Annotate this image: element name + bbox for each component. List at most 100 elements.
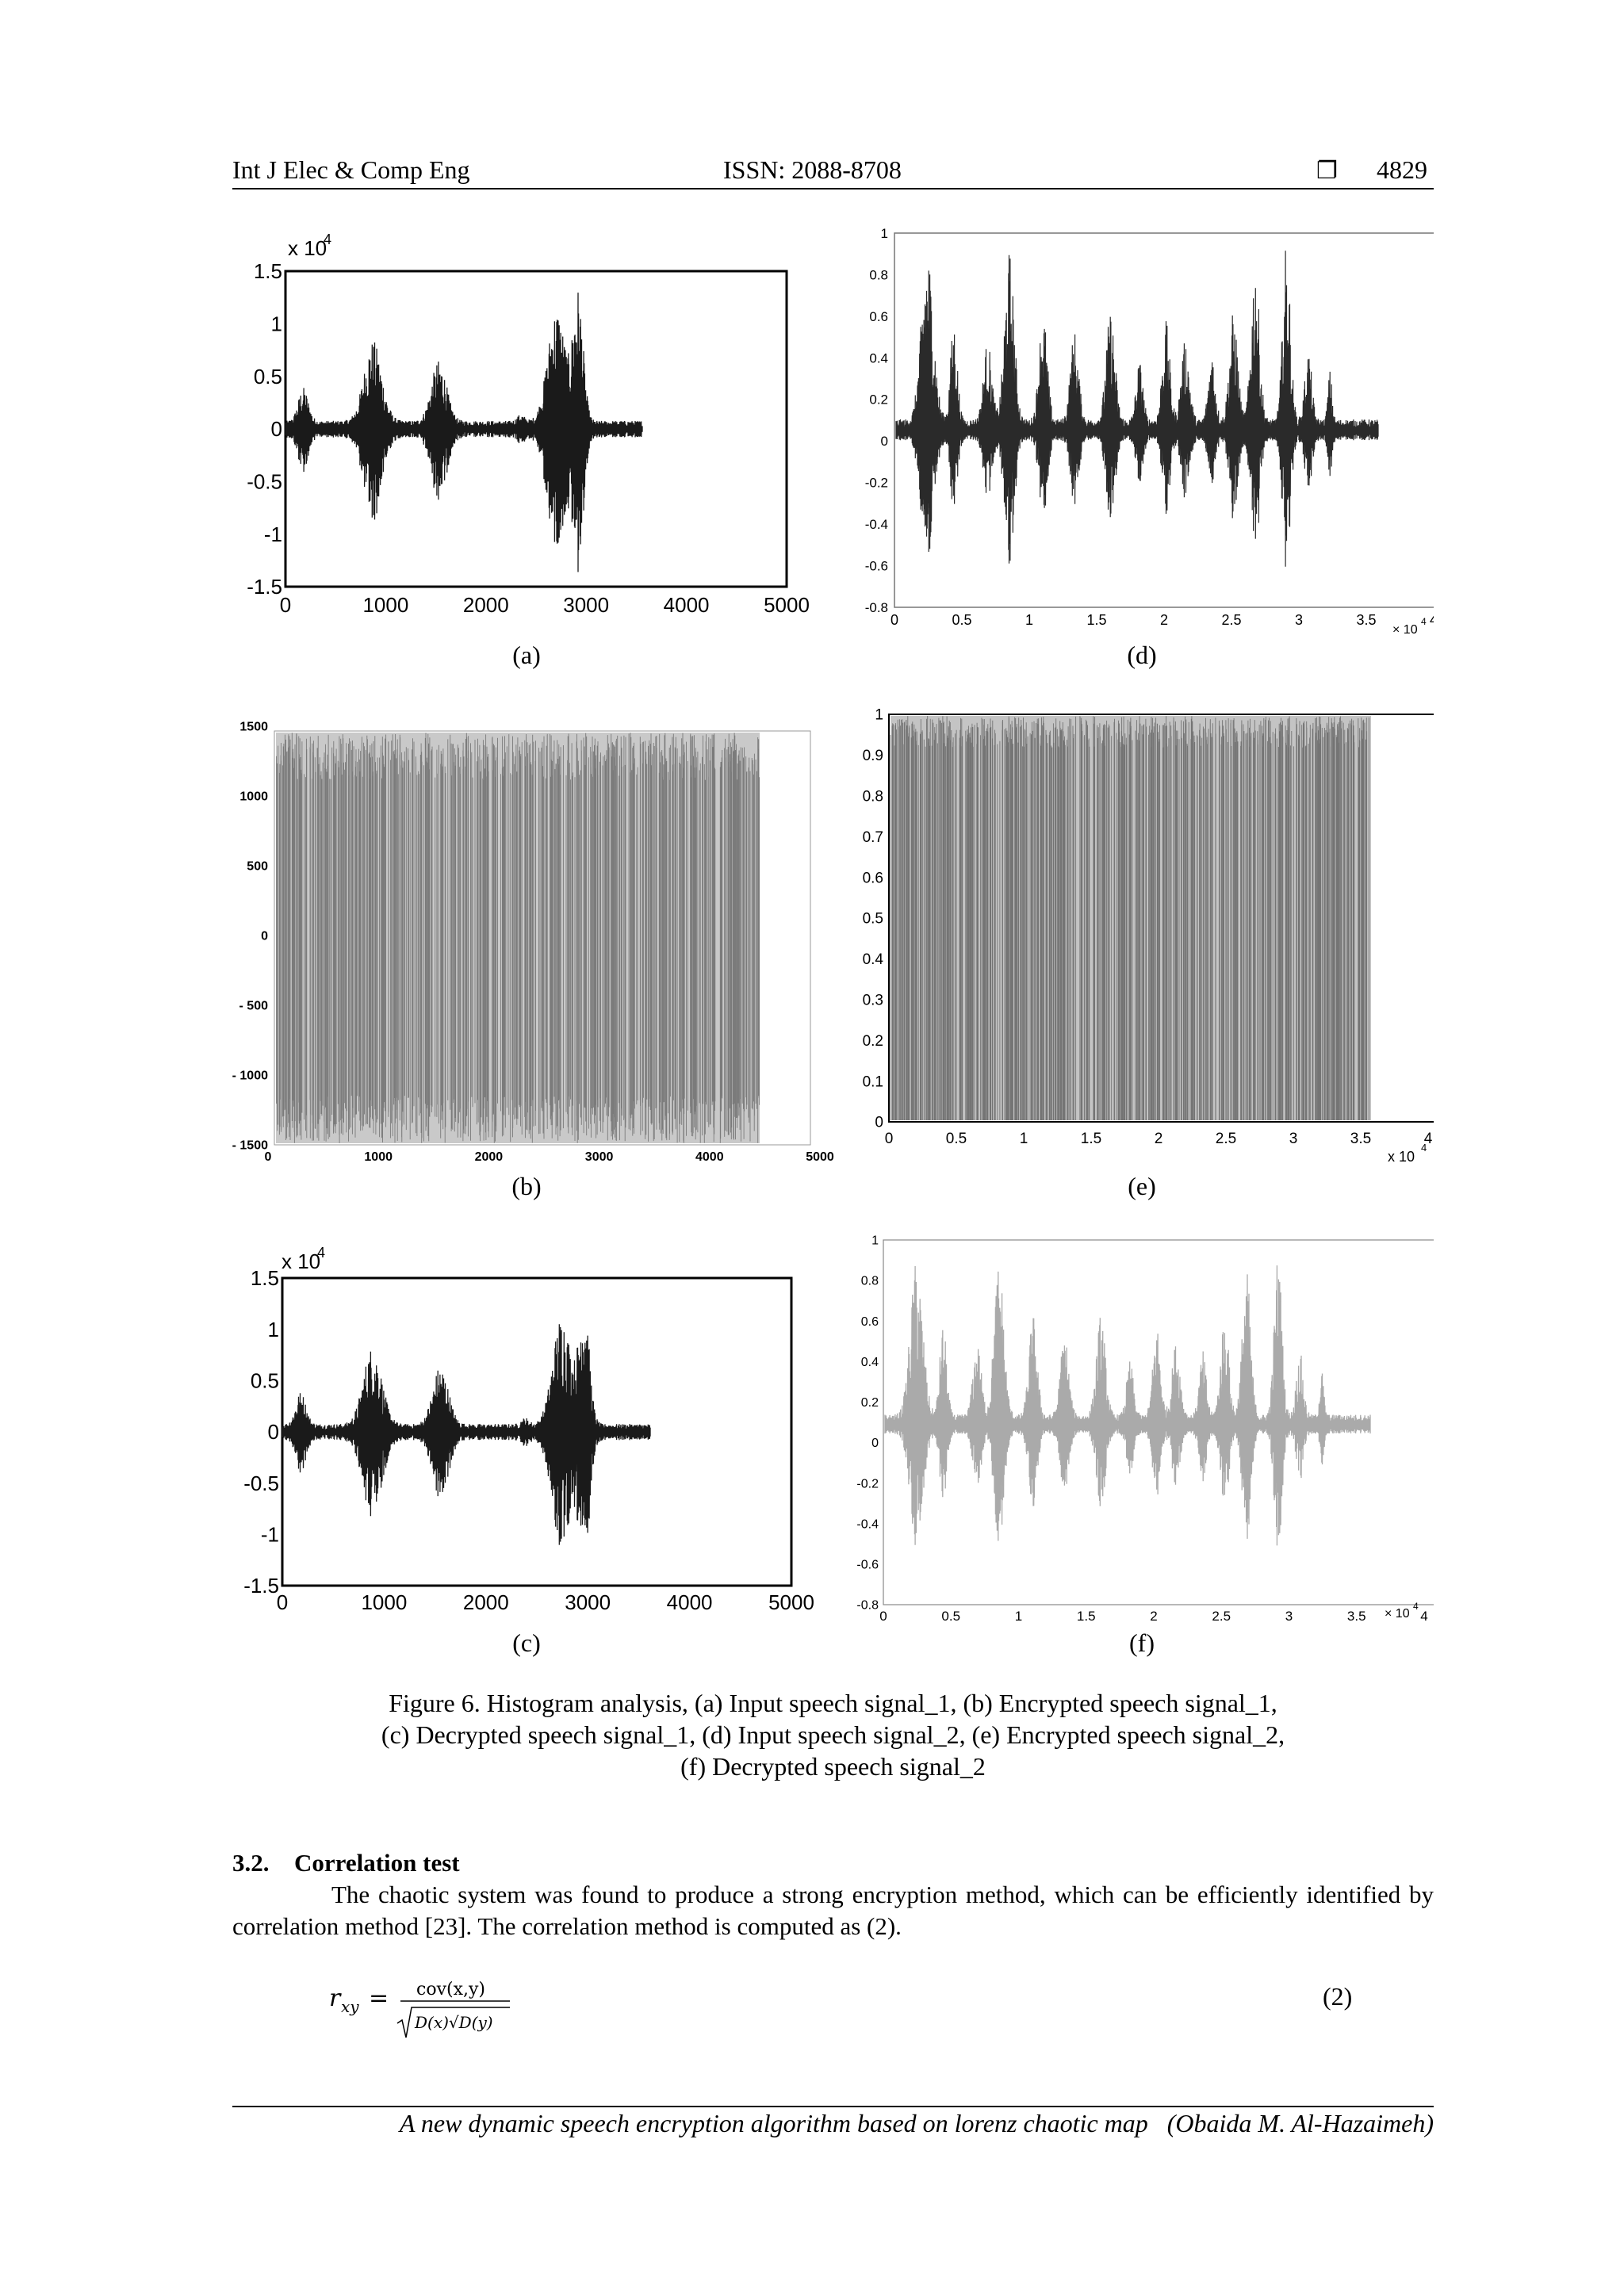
tick-y-a-0: 1.5 <box>254 259 282 283</box>
eq-denominator: D(x)√D(y) <box>414 2013 493 2032</box>
tick-x-a-0: 0 <box>280 593 291 617</box>
tick-y-c-2: 0.5 <box>251 1368 279 1392</box>
body-paragraph: The chaotic system was found to produce … <box>232 1881 1434 1940</box>
tick-y-a-6: -1.5 <box>247 575 282 599</box>
tick-y-f-3: 0.4 <box>861 1356 879 1369</box>
tick-x-d-2: 1 <box>1025 612 1033 628</box>
tick-y-d-1: 0.8 <box>869 267 888 282</box>
tick-x-c-3: 3000 <box>565 1590 611 1614</box>
figure-caption-line-1: Figure 6. Histogram analysis, (a) Input … <box>389 1689 1277 1717</box>
panel-letter-e: (e) <box>1128 1172 1156 1200</box>
tick-y-e-3: 0.7 <box>863 829 883 846</box>
tick-x-b-3: 3000 <box>585 1150 614 1164</box>
tick-x-e-7: 3.5 <box>1350 1131 1371 1147</box>
section-title: Correlation test <box>294 1849 460 1877</box>
tick-x-f-4: 2 <box>1150 1609 1157 1624</box>
tick-x-f-6: 3 <box>1285 1609 1293 1624</box>
figure-caption: Figure 6. Histogram analysis, (a) Input … <box>232 1687 1434 1782</box>
plot-a: x 10 4 1.5 1 0.5 0 -0.5 -1 -1.5 0 1000 2000 3000 40… <box>230 230 817 642</box>
tick-y-f-8: -0.6 <box>856 1558 879 1571</box>
tick-y-b-6: - 1500 <box>232 1139 268 1153</box>
waveform-f <box>884 1265 1371 1546</box>
waveform-e <box>890 716 1371 1120</box>
tick-y-d-6: -0.2 <box>865 476 888 491</box>
tick-y-e-4: 0.6 <box>863 870 883 886</box>
tick-x-f-0: 0 <box>879 1609 887 1624</box>
plot-b: 1500 1000 500 0- 500- 1000- 1500 0 1000 2000 30… <box>230 714 848 1165</box>
tick-x-c-0: 0 <box>277 1590 288 1614</box>
tick-y-e-1: 0.9 <box>863 748 883 764</box>
tick-x-f-1: 0.5 <box>941 1609 960 1624</box>
tick-x-a-2: 2000 <box>463 593 509 617</box>
tick-y-e-8: 0.2 <box>863 1033 883 1050</box>
tick-x-e-0: 0 <box>885 1131 894 1147</box>
tick-x-c-4: 4000 <box>667 1590 713 1614</box>
waveform-d <box>895 251 1379 567</box>
tick-y-e-5: 0.5 <box>863 911 883 928</box>
tick-y-c-0: 1.5 <box>251 1266 279 1290</box>
footer-line: A new dynamic speech encryption algorith… <box>232 2109 1434 2138</box>
tick-x-e-4: 2 <box>1155 1131 1163 1147</box>
tick-x-b-0: 0 <box>265 1150 272 1164</box>
section-heading: 3.2. Correlation test <box>232 1849 460 1877</box>
exponent-label-a: x 10 <box>288 236 327 260</box>
tick-y-f-0: 1 <box>871 1234 879 1248</box>
tick-y-d-2: 0.6 <box>869 309 888 324</box>
exponent-power-e: 4 <box>1421 1142 1427 1154</box>
tick-x-c-5: 5000 <box>768 1590 814 1614</box>
tick-x-f-7: 3.5 <box>1347 1609 1366 1624</box>
tick-x-a-1: 1000 <box>362 593 408 617</box>
plot-c: x 10 4 1.5 1 0.5 0 -0.5 -1 -1.5 0 1000 2000 3000 40… <box>230 1237 817 1633</box>
tick-x-b-5: 5000 <box>806 1150 834 1164</box>
exponent-label-f: × 10 <box>1385 1607 1410 1621</box>
tick-y-b-2: 500 <box>247 860 268 874</box>
tick-y-a-2: 0.5 <box>254 365 282 388</box>
tick-y-d-7: -0.4 <box>865 517 888 532</box>
tick-x-d-6: 3 <box>1295 612 1303 628</box>
tick-x-a-4: 4000 <box>664 593 710 617</box>
tick-y-a-5: -1 <box>264 522 282 546</box>
tick-y-c-5: -1 <box>261 1522 279 1546</box>
tick-y-f-1: 0.8 <box>861 1275 879 1288</box>
tick-y-f-5: 0 <box>871 1437 879 1450</box>
tick-y-d-9: -0.8 <box>865 600 888 615</box>
tick-x-e-5: 2.5 <box>1216 1131 1236 1147</box>
tick-y-b-5: - 1000 <box>232 1070 268 1083</box>
tick-y-e-10: 0 <box>875 1115 883 1131</box>
tick-x-e-1: 0.5 <box>946 1131 967 1147</box>
encrypted-lines-b <box>276 733 760 1143</box>
tick-x-c-1: 1000 <box>361 1590 407 1614</box>
eq-numerator: cov(x,y) <box>416 1980 485 1999</box>
eq-lhs: r <box>329 1984 342 2012</box>
tick-y-f-9: -0.8 <box>856 1599 879 1613</box>
footer-author: (Obaida M. Al-Hazaimeh) <box>1166 2109 1434 2137</box>
exponent-label-d: × 10 <box>1392 623 1418 637</box>
tick-y-a-3: 0 <box>271 417 282 441</box>
tick-y-a-4: -0.5 <box>247 469 282 493</box>
journal-name: Int J Elec & Comp Eng <box>232 155 470 184</box>
panel-letter-f: (f) <box>1129 1628 1155 1657</box>
tick-y-b-0: 1500 <box>239 721 268 734</box>
equation: r xy = cov(x,y) D(x)√D(y) <box>329 1971 535 2045</box>
tick-x-b-4: 4000 <box>695 1150 724 1164</box>
tick-y-d-3: 0.4 <box>869 350 888 365</box>
tick-y-e-6: 0.4 <box>863 951 884 968</box>
waveform-b <box>276 733 760 1143</box>
panel-letter-b: (b) <box>511 1172 542 1200</box>
tick-y-b-3: 0 <box>261 930 268 943</box>
tick-y-d-0: 1 <box>881 226 888 241</box>
tick-x-f-2: 1 <box>1015 1609 1022 1624</box>
tick-y-d-5: 0 <box>881 434 888 449</box>
tick-y-c-6: -1.5 <box>243 1574 279 1598</box>
tick-x-c-2: 2000 <box>463 1590 509 1614</box>
tick-y-c-1: 1 <box>268 1318 279 1341</box>
page-number: 4829 <box>1377 155 1427 184</box>
tick-y-e-2: 0.8 <box>863 788 883 805</box>
section-number: 3.2. <box>232 1849 270 1877</box>
panel-letter-c: (c) <box>512 1628 541 1657</box>
box-icon: ❐ <box>1316 157 1338 185</box>
figure-caption-line-2: (c) Decrypted speech signal_1, (d) Input… <box>381 1720 1285 1749</box>
exponent-label-c: x 10 <box>282 1249 320 1273</box>
tick-y-e-0: 1 <box>875 707 883 724</box>
tick-x-a-3: 3000 <box>563 593 609 617</box>
